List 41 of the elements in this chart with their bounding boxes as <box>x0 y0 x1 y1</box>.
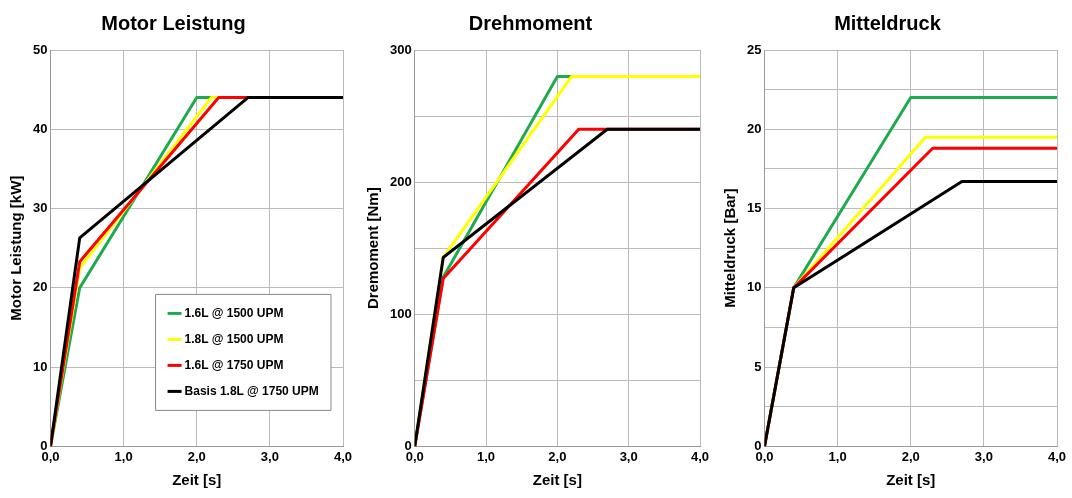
x-tick-label: 3,0 <box>619 448 638 464</box>
x-axis-title: Zeit [s] <box>172 471 222 489</box>
y-axis-title: Dremoment [Nm] <box>364 187 382 310</box>
y-tick-label: 200 <box>389 173 412 189</box>
x-tick-label: 4,0 <box>333 448 353 464</box>
y-tick-label: 20 <box>746 120 762 136</box>
y-axis-title: Motor Leistung [kW] <box>7 175 25 321</box>
chart-title: Drehmoment <box>468 11 593 34</box>
y-tick-label: 100 <box>389 305 412 321</box>
y-tick-label: 10 <box>32 358 48 374</box>
x-tick-label: 2,0 <box>187 448 206 464</box>
y-tick-label: 15 <box>746 200 762 216</box>
y-tick-label: 0 <box>404 437 412 453</box>
y-tick-label: 20 <box>32 279 48 295</box>
y-tick-label: 0 <box>40 437 48 453</box>
x-tick-label: 1,0 <box>476 448 496 464</box>
x-tick-label: 4,0 <box>690 448 710 464</box>
x-axis-title: Zeit [s] <box>886 471 936 489</box>
legend-label: 1.8L @ 1500 UPM <box>184 331 284 346</box>
y-tick-label: 40 <box>32 120 48 136</box>
x-tick-label: 4,0 <box>1047 448 1067 464</box>
legend-label: 1.6L @ 1750 UPM <box>184 357 284 372</box>
legend-label: 1.6L @ 1500 UPM <box>184 305 284 320</box>
y-tick-label: 5 <box>754 358 762 374</box>
y-tick-label: 30 <box>32 200 48 216</box>
chart-title: Mitteldruck <box>834 11 942 34</box>
y-tick-label: 300 <box>389 41 412 57</box>
x-tick-label: 3,0 <box>974 448 993 464</box>
x-axis-title: Zeit [s] <box>532 471 582 489</box>
x-tick-label: 3,0 <box>260 448 279 464</box>
legend-label: Basis 1.8L @ 1750 UPM <box>184 383 319 398</box>
y-tick-label: 50 <box>32 41 48 57</box>
y-tick-label: 0 <box>754 437 762 453</box>
chart-title: Motor Leistung <box>101 11 246 34</box>
y-tick-label: 25 <box>746 41 762 57</box>
x-tick-label: 2,0 <box>548 448 567 464</box>
y-axis-title: Mitteldruck [Bar] <box>721 188 739 308</box>
y-tick-label: 10 <box>746 279 762 295</box>
x-tick-label: 2,0 <box>901 448 920 464</box>
x-tick-label: 1,0 <box>114 448 133 464</box>
x-tick-label: 1,0 <box>828 448 847 464</box>
